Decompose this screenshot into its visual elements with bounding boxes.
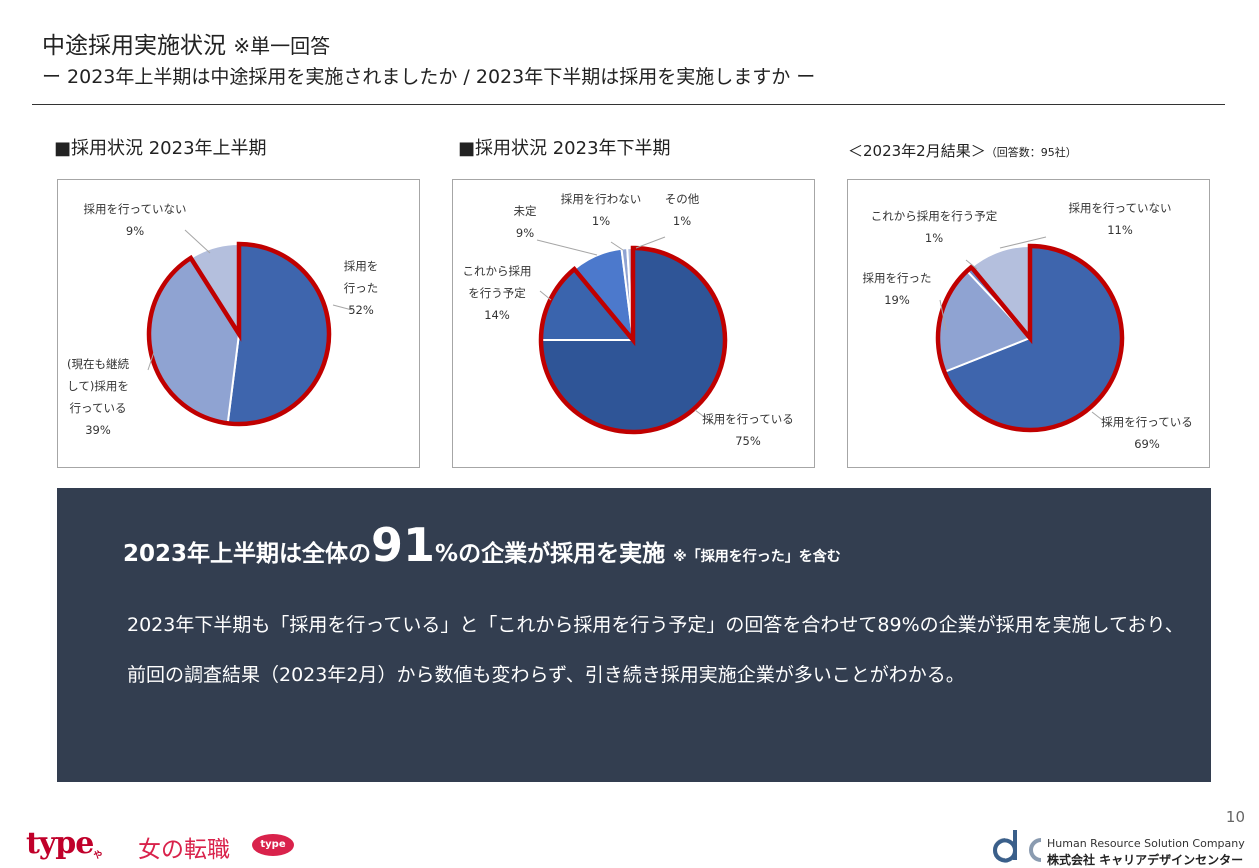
summary-headline-figure: 91 [371, 518, 436, 572]
data-label-percent: 14% [484, 308, 510, 322]
chart2-box: 採用を行っている 75% これから採用 を行う予定 14% 未定 9% 採用を行わない 1% その… [452, 179, 815, 468]
chart1-heading: ■採用状況 2023年上半期 [54, 138, 267, 159]
data-label-category: (現在も継続 [67, 357, 129, 371]
pie-slice [226, 242, 330, 425]
chart2-heading: ■採用状況 2023年下半期 [458, 138, 671, 159]
chart2-pie: 採用を行っている 75% これから採用を行う予定 14% 未定 9% 採用を行わない 1% その… [463, 192, 794, 448]
chart3-box: 採用を行っている 69% 採用を行った 19% これから採用を行う予定 1% 採用を行ってい… [847, 179, 1210, 468]
summary-headline-note: ※「採用を行った」を含む [673, 549, 841, 565]
data-label-category: 採用を行っていない [1069, 201, 1172, 215]
chart3-heading-note: （回答数：95社） [985, 146, 1077, 159]
data-label-category: して)採用を [67, 379, 129, 393]
leader-line [610, 241, 624, 251]
leader-line [147, 351, 155, 371]
data-label-percent: 11% [1107, 223, 1133, 237]
leader-line [635, 236, 666, 249]
page-number: 10 [1225, 808, 1245, 826]
data-label-category: 行った [344, 281, 379, 295]
page-title-text: 中途採用実施状況 [42, 33, 226, 59]
leader-line [965, 259, 978, 270]
data-label-percent: 19% [884, 293, 910, 307]
data-label-percent: 9% [516, 226, 534, 240]
data-label-percent: 52% [348, 303, 374, 317]
data-label-category: 採用を行っていない [84, 202, 187, 216]
summary-headline: 2023年上半期は全体の91%の企業が採用を実施 ※「採用を行った」を含む [123, 518, 841, 572]
data-label-percent: 9% [126, 224, 144, 238]
summary-headline-pre: 2023年上半期は全体の [123, 541, 372, 567]
page-subtitle: ー 2023年上半期は中途採用を実施されましたか / 2023年下半期は採用を実… [42, 66, 816, 88]
chart1-box: 採用を行った 52% (現在も継続 して)採用を 行っている 39% 採用を行っていない 9% [57, 179, 420, 468]
header-divider [32, 104, 1225, 105]
data-label-category: を行う予定 [468, 286, 526, 300]
data-label-percent: 39% [85, 423, 111, 437]
data-label-percent: 1% [673, 214, 691, 228]
data-label-percent: 69% [1134, 437, 1160, 451]
data-label-percent: 1% [592, 214, 610, 228]
highlight-outline [935, 243, 1125, 433]
chart3-pie: 採用を行っている 69% 採用を行った 19% これから採用を行う予定 1% 採用を行ってい… [863, 201, 1193, 451]
page-title-note: ※単一回答 [233, 34, 331, 58]
type-logo-small: や [93, 851, 102, 861]
summary-body: 2023年下半期も「採用を行っている」と「これから採用を行う予定」の回答を合わせ… [127, 614, 1184, 686]
data-label-category: これから採用 [463, 264, 532, 278]
data-label-percent: 75% [735, 434, 761, 448]
data-label-category: 採用を行った [863, 271, 932, 285]
type-logo-text: type [26, 826, 94, 861]
leader-line [939, 299, 947, 331]
summary-headline-post: %の企業が採用を実施 [435, 541, 666, 567]
data-label-category: 未定 [514, 204, 537, 218]
onna-no-tenshoku-logo: 女の転職 [138, 837, 230, 863]
leader-line [694, 409, 716, 426]
type-logo: typeや [26, 826, 102, 861]
company-name-jp: 株式会社 キャリアデザインセンター [1047, 853, 1244, 867]
leader-line [184, 229, 211, 254]
highlight-outline [146, 241, 332, 427]
data-label-category: 採用を行っている [702, 412, 793, 426]
type-badge-logo: type [252, 834, 294, 856]
page-title: 中途採用実施状況 ※単一回答 [42, 26, 330, 60]
highlight-outline [538, 245, 728, 435]
leader-line [999, 236, 1047, 249]
leader-line [539, 290, 552, 301]
data-label-percent: 1% [925, 231, 943, 245]
data-label-category: 行っている [70, 401, 127, 415]
data-label-category: 採用を行っている [1101, 415, 1192, 429]
leader-line [536, 239, 598, 256]
leader-line [332, 304, 353, 311]
data-label-category: その他 [665, 192, 700, 206]
leader-line [1091, 411, 1111, 427]
data-label-category: これから採用を行う予定 [871, 209, 998, 223]
company-name-en: Human Resource Solution Company [1047, 837, 1245, 850]
cdc-logo-icon [993, 830, 1042, 863]
chart3-heading: ＜2023年2月結果＞（回答数：95社） [848, 140, 1077, 161]
data-label-category: 採用を [344, 259, 379, 273]
data-label-category: 採用を行わない [561, 192, 642, 206]
chart3-heading-text: ＜2023年2月結果＞ [848, 142, 986, 160]
summary-panel: 2023年上半期は全体の91%の企業が採用を実施 ※「採用を行った」を含む 20… [57, 488, 1211, 782]
